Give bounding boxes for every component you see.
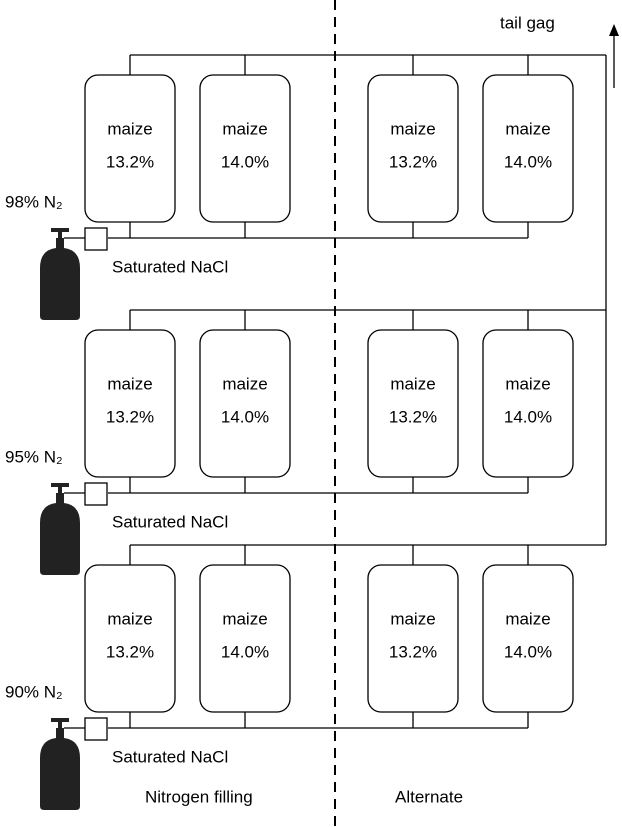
- tail-gas-label: tail gag: [500, 13, 555, 32]
- gas-label: 90% N₂: [5, 682, 63, 701]
- solution-label: Saturated NaCl: [112, 747, 228, 766]
- container-moisture: 13.2%: [389, 152, 437, 171]
- valve-stem: [58, 720, 62, 730]
- container: [367, 564, 459, 713]
- container-label: maize: [390, 374, 435, 393]
- container-moisture: 14.0%: [504, 407, 552, 426]
- gas-cylinder: [40, 238, 80, 320]
- section-label: Alternate: [395, 787, 463, 806]
- container-label: maize: [505, 609, 550, 628]
- bubbler: [84, 717, 108, 741]
- arrow-head: [609, 24, 619, 36]
- container: [367, 329, 459, 478]
- container-label: maize: [390, 119, 435, 138]
- solution-label: Saturated NaCl: [112, 512, 228, 531]
- container: [199, 564, 291, 713]
- container-label: maize: [107, 119, 152, 138]
- container-label: maize: [390, 609, 435, 628]
- section-label: Nitrogen filling: [145, 787, 253, 806]
- container: [482, 329, 574, 478]
- bubbler: [84, 482, 108, 506]
- valve-stem: [58, 230, 62, 240]
- container-moisture: 14.0%: [504, 152, 552, 171]
- container-label: maize: [222, 374, 267, 393]
- container-moisture: 14.0%: [221, 152, 269, 171]
- container: [482, 74, 574, 223]
- container-moisture: 13.2%: [106, 407, 154, 426]
- gas-label: 95% N₂: [5, 447, 63, 466]
- bubbler: [84, 227, 108, 251]
- container: [84, 329, 176, 478]
- container-moisture: 13.2%: [389, 407, 437, 426]
- container: [199, 74, 291, 223]
- container-label: maize: [107, 374, 152, 393]
- container-label: maize: [222, 609, 267, 628]
- container: [199, 329, 291, 478]
- container: [482, 564, 574, 713]
- container-moisture: 14.0%: [221, 642, 269, 661]
- container-moisture: 13.2%: [389, 642, 437, 661]
- container-label: maize: [505, 119, 550, 138]
- container: [84, 564, 176, 713]
- container: [367, 74, 459, 223]
- container-label: maize: [222, 119, 267, 138]
- gas-label: 98% N₂: [5, 192, 63, 211]
- valve-stem: [58, 485, 62, 495]
- container-label: maize: [107, 609, 152, 628]
- container-label: maize: [505, 374, 550, 393]
- container-moisture: 14.0%: [504, 642, 552, 661]
- container-moisture: 13.2%: [106, 642, 154, 661]
- container: [84, 74, 176, 223]
- solution-label: Saturated NaCl: [112, 257, 228, 276]
- gas-cylinder: [40, 728, 80, 810]
- container-moisture: 14.0%: [221, 407, 269, 426]
- container-moisture: 13.2%: [106, 152, 154, 171]
- gas-cylinder: [40, 493, 80, 575]
